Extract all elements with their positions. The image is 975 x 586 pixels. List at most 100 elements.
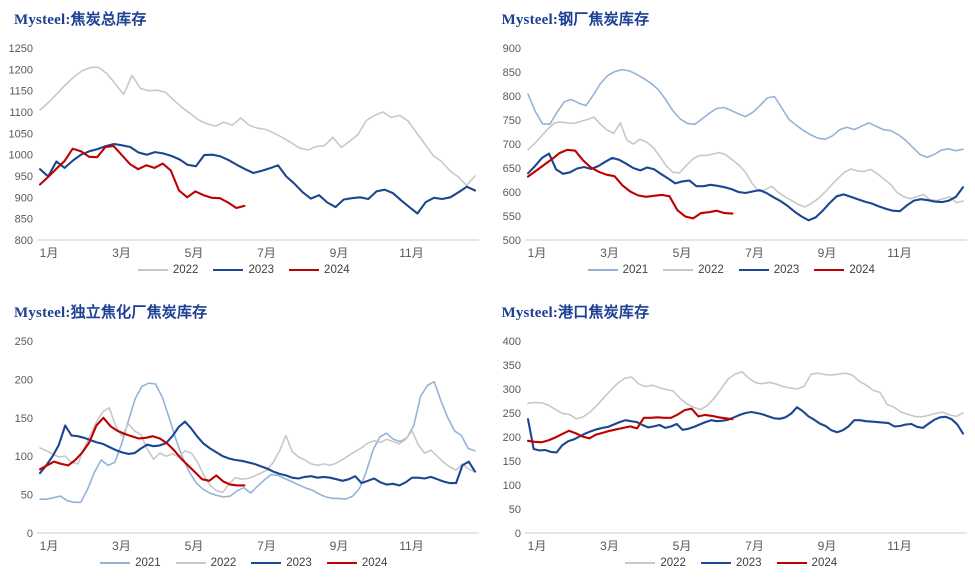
legend-label-2023: 2023 [286, 557, 312, 569]
y-axis-tick-label: 850 [15, 214, 33, 226]
legend-label-2022: 2022 [172, 264, 199, 276]
x-axis-tick-label: 9月 [330, 246, 349, 260]
y-axis-tick-label: 150 [15, 413, 33, 425]
y-axis-tick-label: 1200 [9, 64, 33, 76]
x-axis-tick-label: 11月 [887, 539, 911, 553]
legend-line-2021 [587, 269, 618, 271]
legend-line-2022 [625, 562, 656, 564]
x-axis-tick-label: 7月 [257, 539, 276, 553]
legend-item-2022: 2022 [663, 264, 724, 276]
chart-title: Mysteel:独立焦化厂焦炭库存 [14, 305, 208, 321]
legend-item-2024: 2024 [326, 557, 388, 569]
legend-line-2024 [289, 269, 320, 271]
x-axis-tick-label: 11月 [399, 246, 423, 260]
y-axis-tick-label: 550 [502, 211, 520, 223]
y-axis-tick-label: 1050 [9, 128, 33, 140]
series-line-2024 [526, 148, 733, 220]
legend-label-2021: 2021 [622, 264, 649, 276]
y-axis-tick-label: 1100 [9, 107, 33, 119]
legend-item-2021: 2021 [587, 264, 649, 276]
x-axis-tick-label: 5月 [185, 246, 204, 260]
legend-label-2024: 2024 [324, 264, 350, 276]
y-axis-tick-label: 350 [502, 360, 520, 372]
x-axis-tick-label: 9月 [330, 539, 349, 553]
x-axis-tick-label: 7月 [257, 246, 276, 260]
y-axis-tick-label: 250 [15, 336, 33, 348]
chart-panel-steel-mill-coke-inventory: Mysteel:钢厂焦炭库存 900 850 800 750 700 650 600 550 5… [487, 0, 975, 293]
chart-panel-independent-coking-plant-coke-inventory: Mysteel:独立焦化厂焦炭库存 250 200 150 100 50 0 1月 3月 5月 7… [0, 293, 488, 586]
legend-item-2023: 2023 [251, 557, 312, 569]
legend-line-2024 [814, 269, 845, 271]
legend-line-2023 [700, 562, 731, 564]
y-axis-tick-label: 400 [502, 336, 520, 348]
chart-plot-area: 900 850 800 750 700 650 600 550 500 1月 3月 5月 7月 9月 11月 [502, 43, 967, 260]
y-axis-tick-label: 300 [502, 384, 520, 396]
x-axis-tick-label: 1月 [40, 246, 59, 260]
y-axis-tick-label: 250 [502, 408, 520, 420]
y-axis-tick-label: 1250 [9, 43, 33, 55]
y-axis-tick-label: 0 [514, 528, 520, 540]
chart-title: Mysteel:焦炭总库存 [14, 12, 147, 28]
x-axis-tick-label: 1月 [40, 539, 59, 553]
legend-line-2024 [776, 562, 807, 564]
series-line-2022 [39, 407, 476, 494]
legend-line-2023 [738, 269, 769, 271]
chart-legend: 2022 2023 2024 [0, 264, 488, 276]
y-axis-tick-label: 100 [502, 480, 520, 492]
series-line-2023 [526, 406, 964, 454]
chart-plot-area: 400 350 300 250 200 150 100 50 0 1月 3月 5月 7月 9月 11月 [502, 336, 967, 553]
x-axis-tick-label: 3月 [112, 539, 131, 553]
chart-legend: 2021 2022 2023 2024 [488, 264, 975, 276]
y-axis-tick-label: 800 [502, 91, 520, 103]
legend-label-2021: 2021 [135, 557, 161, 569]
x-axis-tick-label: 9月 [817, 246, 836, 260]
series-line-2022 [39, 66, 476, 187]
y-axis-tick-label: 850 [502, 67, 520, 79]
x-axis-tick-label: 11月 [887, 246, 911, 260]
legend-item-2022: 2022 [137, 264, 199, 276]
legend-label-2022: 2022 [210, 557, 237, 569]
legend-line-2024 [326, 562, 357, 564]
legend-label-2023: 2023 [248, 264, 275, 276]
x-axis-tick-label: 1月 [527, 246, 546, 260]
y-axis-tick-label: 150 [502, 456, 520, 468]
legend-item-2024: 2024 [814, 264, 875, 276]
legend-line-2021 [100, 562, 131, 564]
x-axis-tick-label: 5月 [672, 246, 691, 260]
legend-label-2022: 2022 [698, 264, 724, 276]
legend-line-2022 [663, 269, 694, 271]
chart-title: Mysteel:钢厂焦炭库存 [501, 12, 650, 28]
legend-label-2023: 2023 [735, 557, 762, 569]
legend-label-2023: 2023 [773, 264, 800, 276]
chart-panel-port-coke-inventory: Mysteel:港口焦炭库存 400 350 300 250 200 150 100 50 0 1… [487, 293, 975, 586]
series-line-2024 [38, 416, 246, 487]
y-axis-tick-label: 800 [15, 235, 33, 247]
legend-label-2024: 2024 [361, 557, 388, 569]
x-axis-tick-label: 3月 [112, 246, 131, 260]
y-axis-tick-label: 950 [15, 171, 33, 183]
legend-label-2022: 2022 [660, 557, 686, 569]
legend-item-2023: 2023 [700, 557, 762, 569]
legend-item-2023: 2023 [738, 264, 800, 276]
legend-item-2023: 2023 [213, 264, 274, 276]
y-axis-tick-label: 0 [27, 528, 33, 540]
legend-item-2021: 2021 [100, 557, 161, 569]
series-line-2024 [526, 407, 733, 444]
x-axis-tick-label: 3月 [600, 246, 619, 260]
series-line-2022 [526, 116, 964, 208]
legend-item-2022: 2022 [625, 557, 686, 569]
x-axis-tick-label: 11月 [399, 539, 423, 553]
y-axis-tick-label: 750 [502, 115, 520, 127]
x-axis-tick-label: 3月 [600, 539, 619, 553]
x-axis-tick-label: 1月 [527, 539, 546, 553]
series-line-2023 [38, 142, 477, 215]
y-axis-tick-label: 100 [15, 451, 33, 463]
series-line-2024 [38, 145, 246, 210]
series-line-2023 [526, 152, 964, 222]
y-axis-tick-label: 500 [502, 235, 520, 247]
chart-panel-coke-total-inventory: Mysteel:焦炭总库存 1250 1200 1150 1100 1050 1000 95… [0, 0, 488, 293]
chart-plot-area: 1250 1200 1150 1100 1050 1000 950 900 850 800 1月 3月… [9, 43, 479, 260]
chart-legend: 2022 2023 2024 [488, 557, 975, 569]
legend-label-2024: 2024 [811, 557, 838, 569]
y-axis-tick-label: 200 [15, 374, 33, 386]
